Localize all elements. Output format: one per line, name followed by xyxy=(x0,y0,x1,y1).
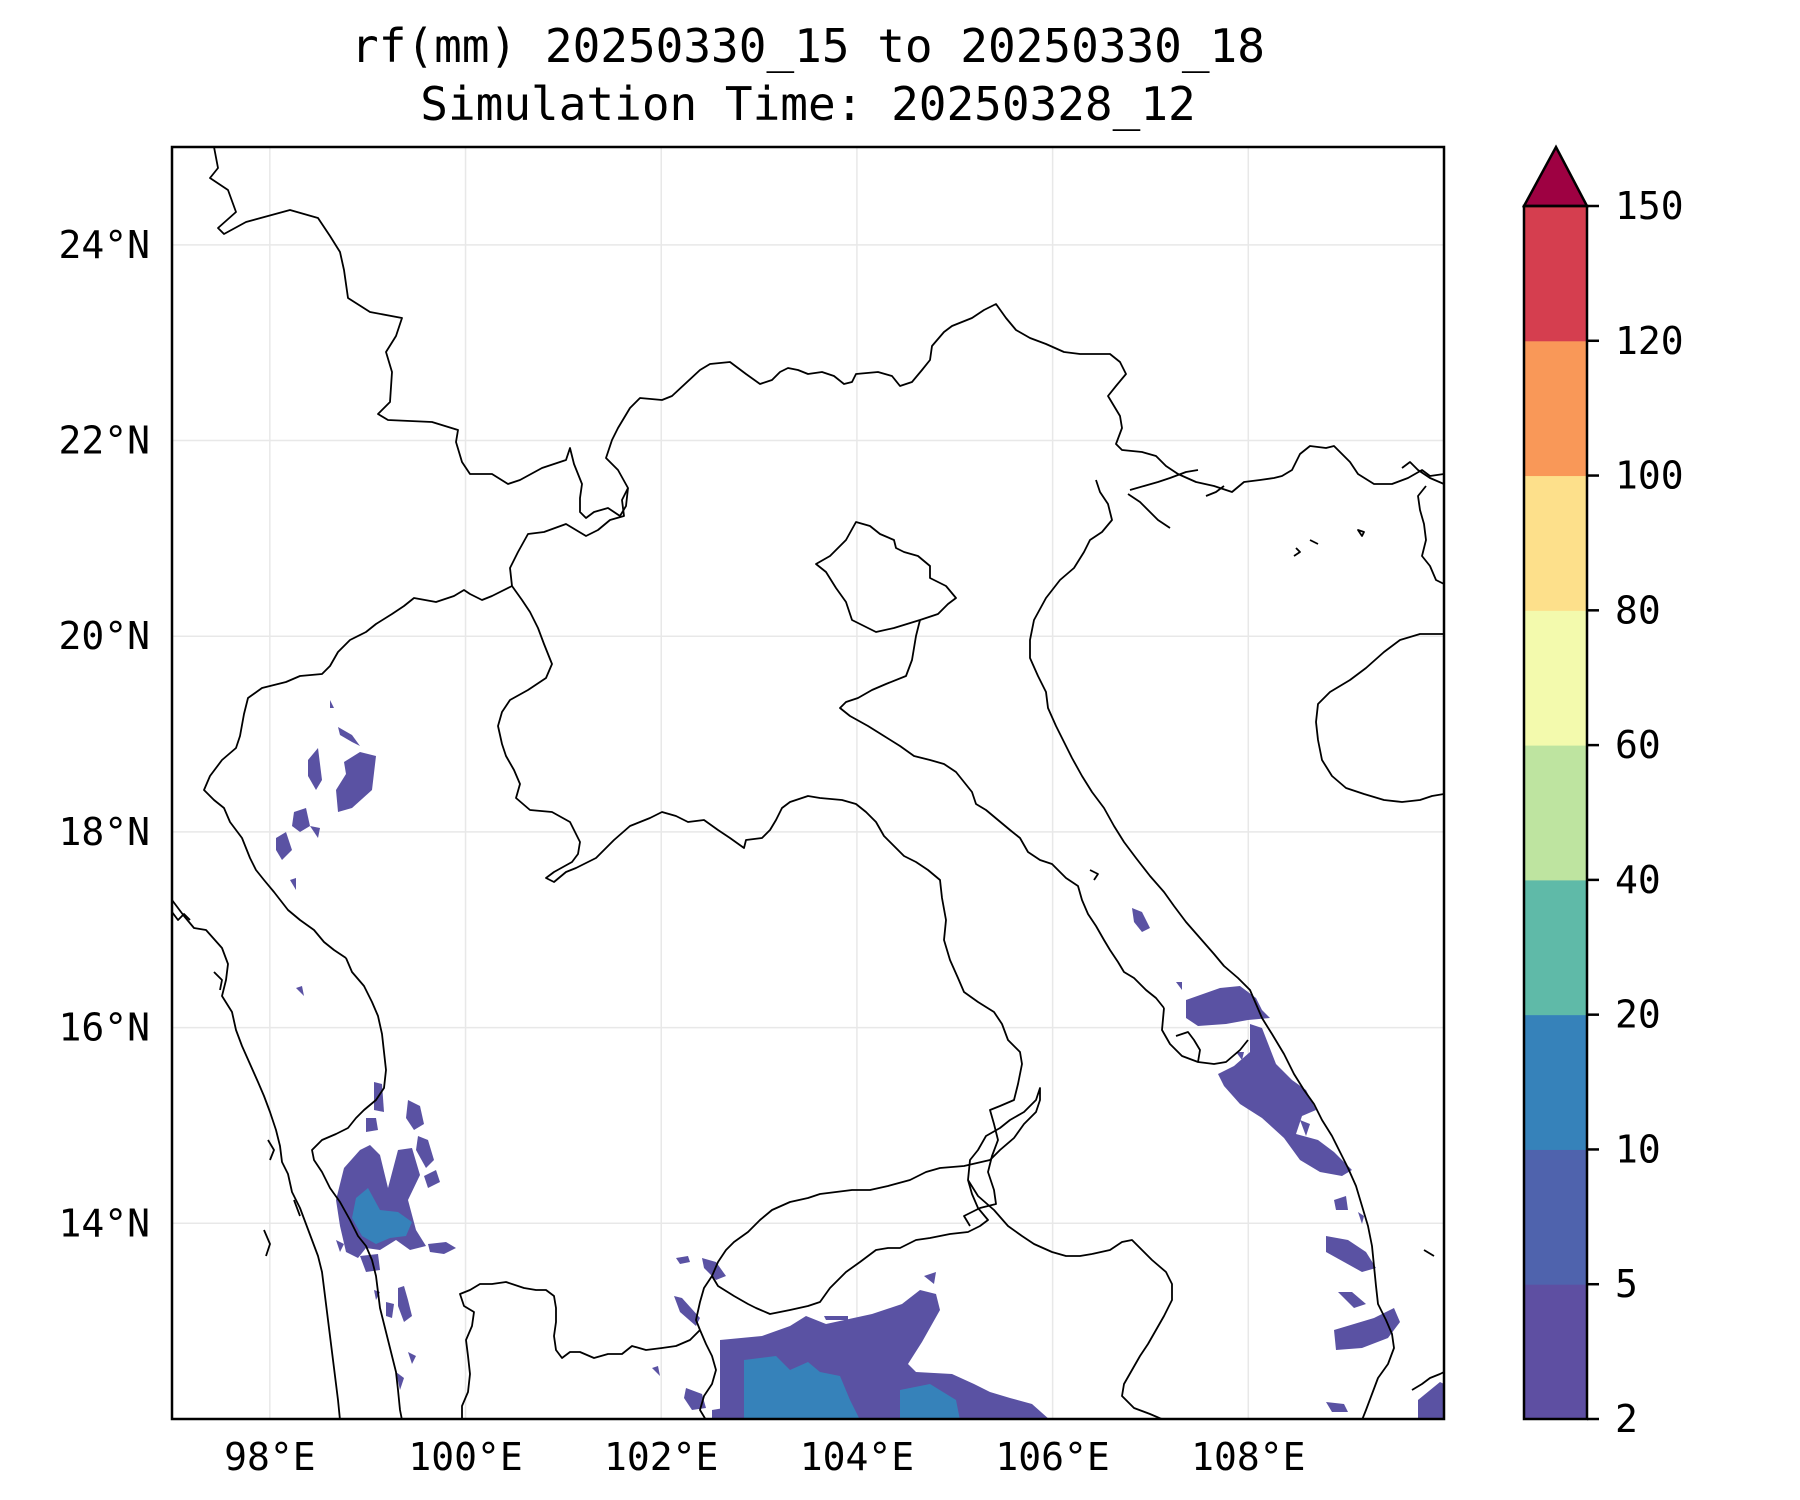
lon-tick-label: 104°E xyxy=(800,1435,914,1479)
lat-tick-label: 24°N xyxy=(58,223,150,267)
colorbar-frame xyxy=(1522,204,1589,1421)
lon-tick-label: 108°E xyxy=(1191,1435,1305,1479)
colorbar: 2 5 10 20 40 60 80 100 120 150 xyxy=(1521,144,1684,1441)
rain-area-light xyxy=(824,1316,848,1320)
lat-tick-label: 22°N xyxy=(58,419,150,463)
rain-area-light xyxy=(1300,1120,1310,1136)
colorbar-tick-label: 10 xyxy=(1615,1127,1661,1171)
rain-area-light xyxy=(1236,1052,1244,1060)
rain-area-light xyxy=(1334,1308,1400,1350)
rain-area-light xyxy=(428,1242,456,1254)
colorbar-segment xyxy=(1524,879,1587,1016)
rain-area-light xyxy=(424,1170,440,1188)
rain-area-light xyxy=(292,808,310,832)
rain-area-light xyxy=(1132,908,1150,932)
longitude-tick-labels: 98°E 100°E 102°E 104°E 106°E 108°E xyxy=(224,1435,1305,1479)
rain-area-light xyxy=(712,1408,726,1419)
rain-area-light xyxy=(1338,1292,1366,1308)
colorbar-tick-label: 150 xyxy=(1615,184,1684,228)
rain-area-light xyxy=(386,1302,394,1318)
rain-area-light xyxy=(924,1272,936,1284)
country-borders xyxy=(172,147,1444,1419)
rain-area-light xyxy=(406,1100,424,1130)
rain-area-light xyxy=(1218,1024,1352,1176)
rain-area-light xyxy=(310,826,320,838)
rain-area-light xyxy=(684,1388,706,1410)
rain-area-light xyxy=(336,1240,344,1252)
rain-area-light xyxy=(296,986,304,996)
lon-tick-label: 106°E xyxy=(995,1435,1109,1479)
colorbar-tick-label: 5 xyxy=(1615,1262,1638,1306)
lat-tick-label: 14°N xyxy=(58,1201,150,1245)
rain-area-light xyxy=(674,1296,700,1326)
colorbar-tick-label: 60 xyxy=(1615,723,1661,767)
colorbar-tick-label: 40 xyxy=(1615,858,1661,902)
rain-area-light xyxy=(652,1366,660,1376)
colorbar-tick-label: 80 xyxy=(1615,588,1661,632)
rain-area-light xyxy=(1326,1236,1376,1272)
colorbar-segment xyxy=(1524,206,1587,342)
lon-tick-label: 102°E xyxy=(604,1435,718,1479)
rain-area-light xyxy=(308,748,322,790)
rain-area-mid xyxy=(744,1356,860,1419)
chart-title-line-1: rf(mm) 20250330_15 to 20250330_18 xyxy=(351,19,1265,73)
colorbar-tick-label: 120 xyxy=(1615,319,1684,363)
colorbar-segment xyxy=(1524,1014,1587,1150)
colorbar-extend-arrow xyxy=(1521,144,1590,208)
rainfall-shading xyxy=(276,700,1444,1419)
colorbar-segment xyxy=(1524,475,1587,611)
rain-area-light xyxy=(338,727,360,746)
rain-area-mid xyxy=(900,1384,960,1419)
rain-area-light xyxy=(396,1372,404,1390)
rain-area-light xyxy=(408,1352,416,1364)
colorbar-segment xyxy=(1524,745,1587,881)
rain-area-light xyxy=(1334,1196,1348,1210)
colorbar-tick-label: 100 xyxy=(1615,454,1684,498)
rain-area-light xyxy=(1326,1402,1348,1412)
colorbar-segment xyxy=(1524,610,1587,746)
chart-title-line-2: Simulation Time: 20250328_12 xyxy=(420,77,1196,131)
rain-area-light xyxy=(290,878,296,890)
rain-area-light xyxy=(676,1256,690,1264)
lon-tick-label: 100°E xyxy=(408,1435,522,1479)
rain-area-light xyxy=(1186,986,1270,1026)
map-frame xyxy=(170,145,1446,1421)
lat-tick-label: 20°N xyxy=(58,614,150,658)
colorbar-tick-label: 2 xyxy=(1615,1397,1638,1441)
latitude-tick-labels: 14°N 16°N 18°N 20°N 22°N 24°N xyxy=(58,223,150,1245)
colorbar-segment xyxy=(1524,1149,1587,1285)
rain-area-light xyxy=(416,1136,434,1168)
rain-area-light xyxy=(276,832,292,860)
rain-area-light xyxy=(366,1118,378,1132)
lat-tick-label: 18°N xyxy=(58,810,150,854)
colorbar-tick-label: 20 xyxy=(1615,993,1661,1037)
rain-area-light xyxy=(1358,1212,1364,1224)
rain-area-light xyxy=(1176,982,1182,990)
rain-area-light xyxy=(398,1286,412,1322)
rain-area-light xyxy=(702,1258,726,1280)
rain-area-light xyxy=(336,752,376,812)
rain-area-light xyxy=(1418,1382,1444,1419)
rain-area-light xyxy=(330,700,334,708)
rain-area-mid xyxy=(352,1188,412,1244)
lat-tick-label: 16°N xyxy=(58,1006,150,1050)
colorbar-segment xyxy=(1524,1284,1587,1420)
lon-tick-label: 98°E xyxy=(224,1435,316,1479)
rain-area-light xyxy=(360,1254,380,1272)
colorbar-segment xyxy=(1524,340,1587,477)
